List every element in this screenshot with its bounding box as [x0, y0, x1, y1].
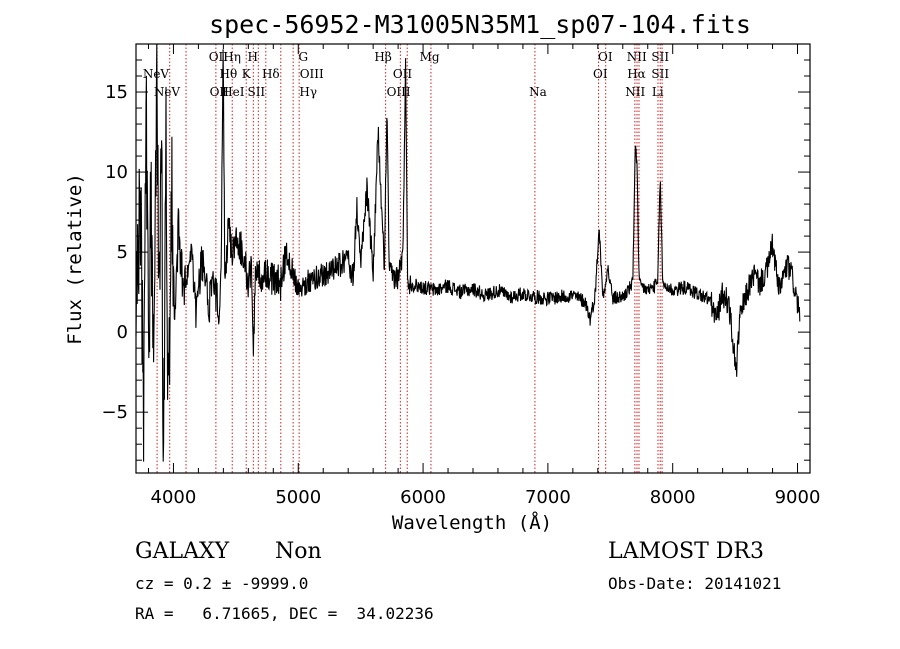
object-subclass: Non: [275, 539, 322, 564]
x-tick-label: 4000: [151, 487, 197, 508]
line-label-mg: Mg: [420, 50, 440, 64]
line-label-g: G: [298, 50, 308, 64]
y-tick-label: 15: [105, 82, 128, 103]
y-tick-label: −5: [101, 402, 128, 423]
coordinates-readout: RA = 6.71665, DEC = 34.02236: [135, 604, 434, 623]
line-label-oiii: OIII: [387, 85, 411, 99]
x-tick-label: 8000: [650, 487, 696, 508]
observation-date: Obs-Date: 20141021: [608, 574, 782, 593]
x-axis-label: Wavelength (Å): [392, 511, 552, 534]
line-label-h: H: [247, 50, 257, 64]
line-label-li: Li: [652, 85, 664, 99]
emission-line-labels: NeVNeVOIIOIIHηHθHeIKHSIIHδGOIIIHγHβOIIOI…: [143, 50, 670, 99]
x-tick-label: 5000: [275, 487, 321, 508]
line-label-hθ: Hθ: [220, 67, 238, 81]
line-label-sii: SII: [651, 67, 669, 81]
line-label-oii: OII: [210, 85, 230, 99]
x-tick-label: 9000: [775, 487, 821, 508]
line-label-hη: Hη: [223, 50, 241, 64]
line-label-hα: Hα: [627, 67, 646, 81]
line-label-na: Na: [529, 85, 547, 99]
line-label-hδ: Hδ: [262, 67, 280, 81]
line-label-hγ: Hγ: [299, 85, 317, 99]
y-tick-label: 0: [117, 322, 128, 343]
y-tick-label: 5: [117, 242, 128, 263]
line-label-oiii: OIII: [300, 67, 324, 81]
line-label-hei: HeI: [222, 85, 245, 99]
y-tick-label: 10: [105, 162, 128, 183]
line-label-sii: SII: [247, 85, 265, 99]
line-label-nii: NII: [627, 50, 647, 64]
x-tick-label: 6000: [400, 487, 446, 508]
object-class: GALAXY: [135, 539, 230, 564]
line-label-hβ: Hβ: [374, 50, 391, 64]
plot-frame: [135, 43, 811, 474]
line-label-sii: SII: [651, 50, 669, 64]
redshift-readout: cz = 0.2 ± -9999.0: [135, 574, 309, 593]
x-tick-label: 7000: [525, 487, 571, 508]
axis-ticks: 4000 5000 6000 7000 8000 9000 −5 0 5 10 15: [101, 44, 820, 508]
y-axis-label: Flux (relative): [64, 173, 86, 345]
spectrum-line: [135, 43, 801, 462]
line-label-oi: OI: [598, 50, 613, 64]
line-label-nii: NII: [625, 85, 645, 99]
line-label-nev: NeV: [154, 85, 181, 99]
chart-title: spec-56952-M31005N35M1_sp07-104.fits: [209, 10, 751, 39]
survey-name: LAMOST DR3: [608, 539, 764, 564]
line-label-oi: OI: [593, 67, 608, 81]
line-label-oii: OII: [393, 67, 413, 81]
line-label-k: K: [242, 67, 252, 81]
